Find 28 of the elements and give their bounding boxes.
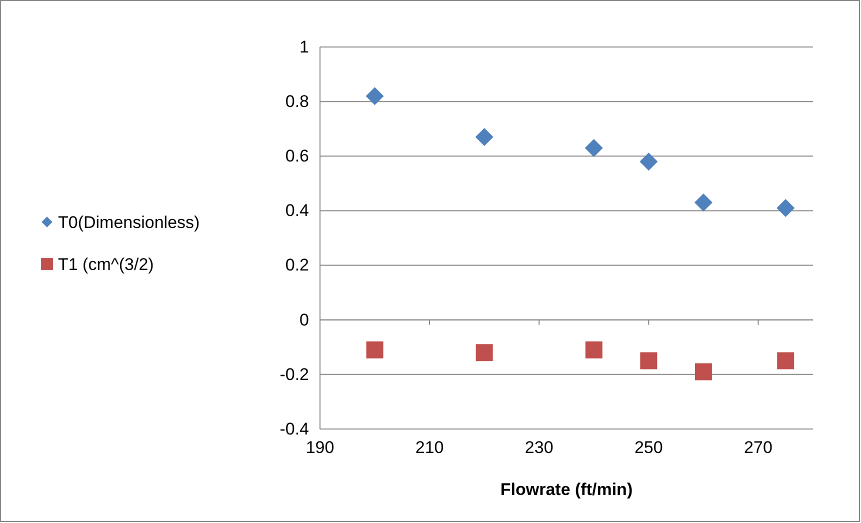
point bbox=[366, 341, 384, 358]
y-tick-label: 0 bbox=[300, 310, 309, 330]
legend-label: T0(Dimensionless) bbox=[58, 213, 200, 232]
x-axis-title: Flowrate (ft/min) bbox=[500, 480, 633, 499]
point bbox=[640, 352, 658, 370]
x-tick-label: 250 bbox=[634, 438, 663, 458]
y-tick-label: 0.8 bbox=[285, 92, 309, 112]
y-tick-label: 1 bbox=[300, 37, 309, 56]
point bbox=[694, 363, 712, 380]
y-tick-label: 0.6 bbox=[285, 146, 309, 166]
legend-label: T1 (cm^(3/2) bbox=[58, 255, 154, 274]
point bbox=[585, 341, 602, 358]
x-tick-label: 230 bbox=[524, 438, 554, 458]
x-tick-label: 190 bbox=[306, 438, 334, 458]
y-tick-label: -0.4 bbox=[280, 419, 309, 438]
x-tick-label: 270 bbox=[744, 438, 772, 458]
point bbox=[777, 352, 794, 370]
point bbox=[640, 152, 658, 171]
point bbox=[476, 344, 493, 362]
point bbox=[694, 194, 712, 212]
y-tick-label: 0.2 bbox=[285, 256, 309, 275]
y-tick-label: 0.4 bbox=[285, 201, 309, 220]
point bbox=[475, 128, 494, 146]
point bbox=[366, 87, 384, 106]
point bbox=[584, 138, 603, 157]
y-tick-label: -0.2 bbox=[280, 364, 309, 384]
x-tick-label: 210 bbox=[415, 438, 444, 458]
point bbox=[776, 198, 795, 217]
